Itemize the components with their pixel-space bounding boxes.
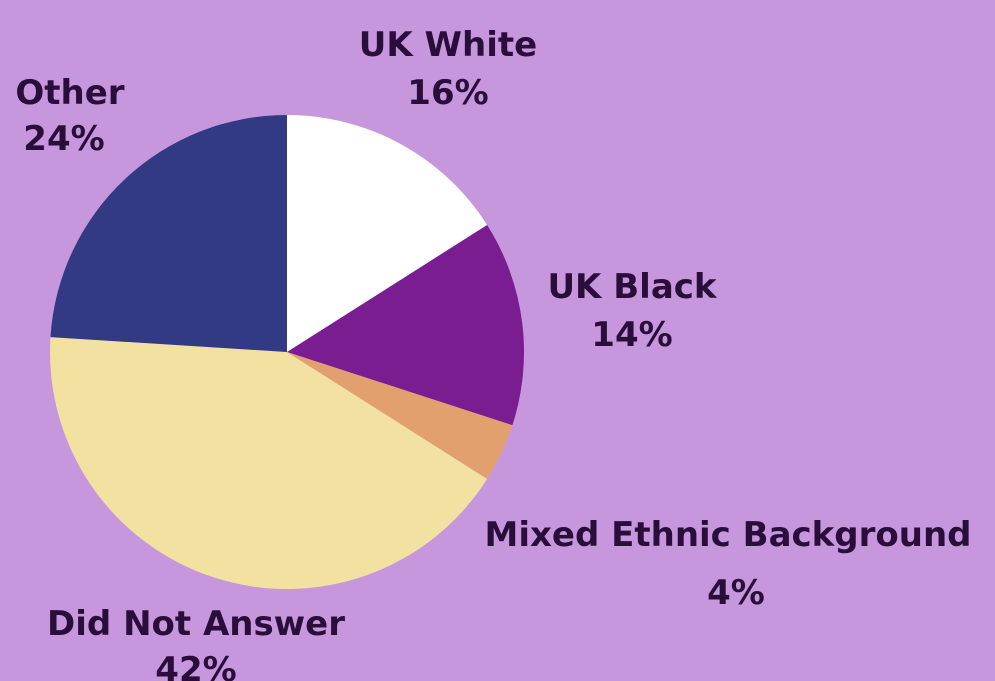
slice-value-uk-black: 14% — [591, 315, 672, 355]
slice-label-mixed-ethnic-background: Mixed Ethnic Background — [484, 515, 971, 555]
pie-slice-mixed-ethnic-background — [287, 352, 513, 479]
slice-label-uk-white: UK White — [359, 25, 537, 65]
label-group-other: Other 24% — [15, 73, 124, 159]
slice-value-did-not-answer: 42% — [155, 650, 236, 681]
pie-slice-other — [50, 115, 287, 352]
pie-slice-uk-black — [287, 225, 525, 426]
slice-value-mixed-ethnic-background: 4% — [707, 573, 765, 613]
label-group-mixed-ethnic-background: Mixed Ethnic Background 4% — [484, 515, 971, 613]
label-group-uk-white: UK White 16% — [359, 25, 537, 113]
pie-slice-did-not-answer — [50, 337, 488, 590]
pie-slices — [50, 115, 525, 590]
label-group-uk-black: UK Black 14% — [547, 267, 717, 355]
slice-value-uk-white: 16% — [407, 73, 488, 113]
label-group-did-not-answer: Did Not Answer 42% — [47, 604, 345, 681]
slice-label-did-not-answer: Did Not Answer — [47, 604, 345, 644]
slice-label-uk-black: UK Black — [547, 267, 717, 307]
slice-label-other: Other — [15, 73, 124, 113]
slice-value-other: 24% — [23, 119, 104, 159]
pie-slice-uk-white — [287, 115, 488, 352]
